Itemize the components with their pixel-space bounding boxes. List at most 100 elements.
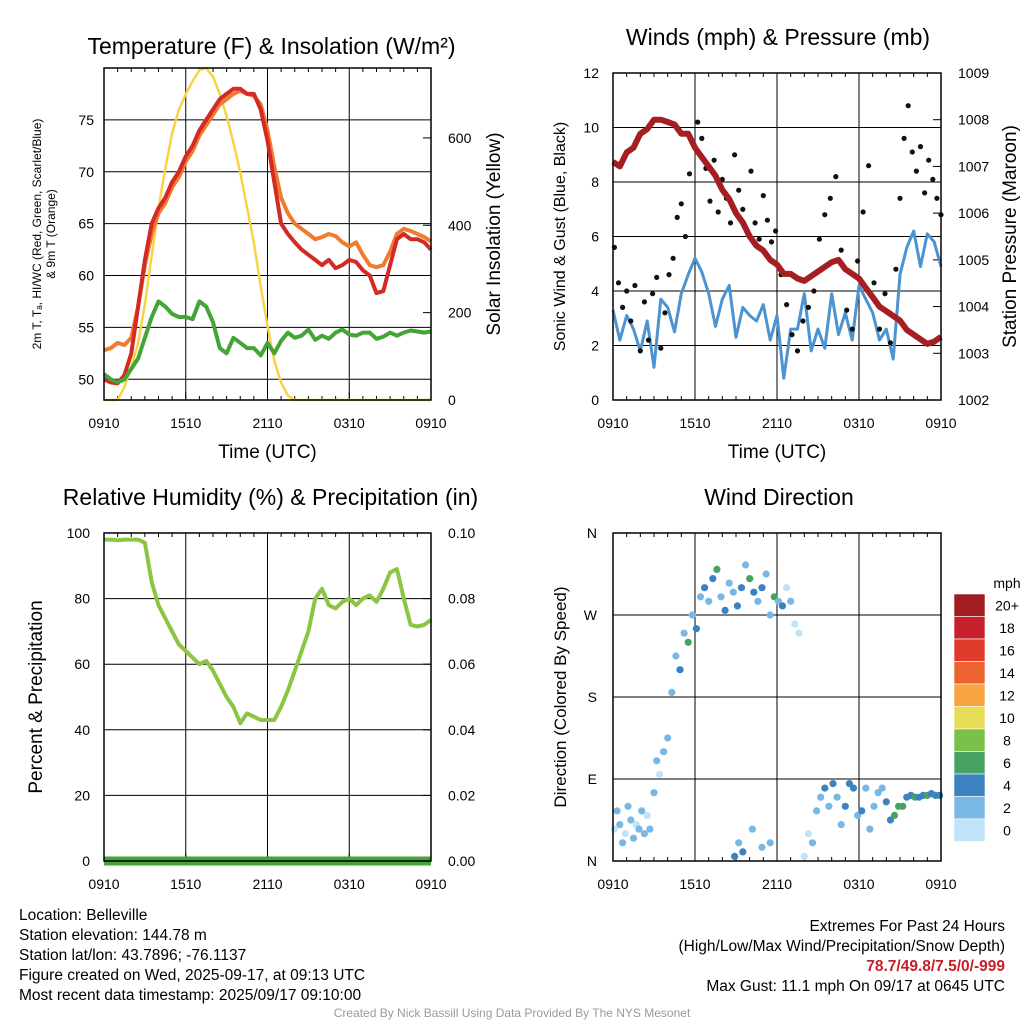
- y-tick-label: 50: [78, 371, 94, 387]
- y-right-tick-label: 1007: [958, 158, 989, 174]
- gust-point: [632, 282, 638, 289]
- gust-point: [905, 103, 911, 109]
- direction-point: [737, 584, 746, 592]
- panel-title: Wind Direction: [704, 484, 854, 510]
- y-right-tick-label: 200: [448, 305, 472, 321]
- gust-point: [901, 135, 907, 141]
- direction-point: [684, 638, 692, 646]
- direction-point: [800, 852, 808, 861]
- y-right-tick-label: 1003: [958, 345, 989, 361]
- x-tick-label: 0910: [925, 415, 956, 431]
- plot-frame: [103, 67, 432, 401]
- direction-point: [664, 734, 672, 742]
- y-right-tick-label: 0.02: [448, 787, 475, 803]
- gust-point: [674, 214, 680, 220]
- direction-point: [829, 780, 837, 788]
- y-right-tick-label: 1002: [958, 392, 989, 408]
- direction-point: [696, 593, 705, 601]
- y-tick-label: 75: [78, 112, 94, 128]
- direction-point: [709, 575, 717, 583]
- y-axis-label: Direction (Colored By Speed): [551, 586, 570, 807]
- gust-point: [768, 239, 775, 245]
- direction-point: [660, 748, 668, 756]
- gust-point: [658, 345, 664, 351]
- direction-point: [750, 588, 758, 596]
- gust-point: [624, 288, 630, 294]
- gust-point: [645, 337, 652, 343]
- gust-point: [922, 190, 928, 196]
- colorbar-swatch: [953, 661, 986, 685]
- direction-point: [870, 802, 878, 810]
- x-tick-label: 0310: [334, 876, 365, 892]
- y-axis-label: 2m T, Tₐ, HI/WC (Red, Green, Scarlet/Blu…: [30, 119, 44, 350]
- x-axis-label: Time (UTC): [728, 442, 827, 463]
- winds-panel: 0910 1510 2110 0310 0910 0 2 4 6 8 10 12 1002 1003 100…: [552, 24, 1021, 463]
- direction-point: [739, 848, 747, 856]
- y-tick-label: 12: [583, 65, 599, 81]
- gust-point: [699, 135, 705, 141]
- y-right-tick-label: 1004: [958, 299, 989, 315]
- colorbar-swatch: [953, 773, 986, 797]
- y-right-tick-label: 1006: [958, 205, 989, 221]
- gust-point: [682, 233, 689, 240]
- elevation-text: Station elevation: 144.78 m: [19, 927, 207, 944]
- colorbar-swatch: [953, 728, 986, 752]
- y-tick-label: 2: [591, 338, 599, 354]
- x-tick-label: 0910: [88, 415, 119, 431]
- gust-point: [650, 291, 656, 297]
- direction-point: [762, 570, 770, 578]
- direction-point: [886, 816, 895, 824]
- gust-point: [662, 310, 668, 316]
- gust-point: [860, 209, 866, 215]
- colorbar-label: 16: [999, 642, 1015, 658]
- direction-point: [813, 807, 821, 815]
- direction-point: [742, 561, 750, 569]
- gust-point: [707, 198, 713, 204]
- colorbar-swatch: [953, 751, 986, 775]
- humidity-panel: 0910 1510 2110 0310 0910 0 0.00 20 0.02 40 0.04 60 0…: [26, 484, 478, 892]
- gust-point: [934, 195, 940, 201]
- direction-point: [837, 821, 845, 829]
- direction-point: [640, 830, 649, 838]
- colorbar-label: 0: [1003, 822, 1011, 838]
- gust-point: [838, 247, 844, 253]
- max-gust-text: Max Gust: 11.1 mph On 09/17 at 0645 UTC: [706, 978, 1005, 995]
- y-right-tick-label: 1009: [958, 65, 989, 81]
- colorbar-label: 12: [999, 687, 1015, 703]
- direction-point: [650, 789, 658, 797]
- direction-point: [688, 611, 696, 619]
- series-line-9m-t: [103, 88, 433, 353]
- gust-point: [849, 326, 855, 332]
- panel-title: Winds (mph) & Pressure (mb): [626, 24, 930, 50]
- direction-point: [890, 811, 899, 820]
- y-right-tick-label: 1008: [958, 112, 989, 128]
- colorbar-swatch: [953, 616, 986, 640]
- direction-point: [758, 843, 766, 851]
- gust-point: [740, 206, 746, 212]
- gust-point: [784, 302, 790, 308]
- direction-point: [778, 602, 787, 610]
- x-axis-label: Time (UTC): [218, 442, 317, 463]
- series-line-2m-t: [103, 86, 433, 386]
- x-tick-label: 0310: [843, 415, 874, 431]
- colorbar-label: 8: [1003, 732, 1011, 748]
- direction-point: [638, 807, 646, 815]
- gust-point: [620, 304, 626, 310]
- gust-point: [670, 255, 676, 261]
- extremes-info: Extremes For Past 24 Hours (High/Low/Max…: [679, 917, 1006, 997]
- gust-point: [844, 307, 850, 313]
- colorbar-swatch: [953, 638, 986, 662]
- y-tick-label: 70: [78, 164, 94, 180]
- x-tick-label: 1510: [170, 876, 201, 892]
- direction-point: [748, 825, 757, 833]
- direction-point: [705, 597, 713, 605]
- y-tick-label: 60: [78, 268, 94, 284]
- colorbar-label: 6: [1003, 755, 1011, 771]
- gust-point: [748, 168, 754, 174]
- y-tick-label: 0: [591, 392, 599, 408]
- y-tick-label: 80: [74, 591, 90, 607]
- direction-point: [621, 830, 629, 838]
- direction-point: [616, 821, 624, 829]
- y-right-tick-label: 0.00: [448, 853, 475, 869]
